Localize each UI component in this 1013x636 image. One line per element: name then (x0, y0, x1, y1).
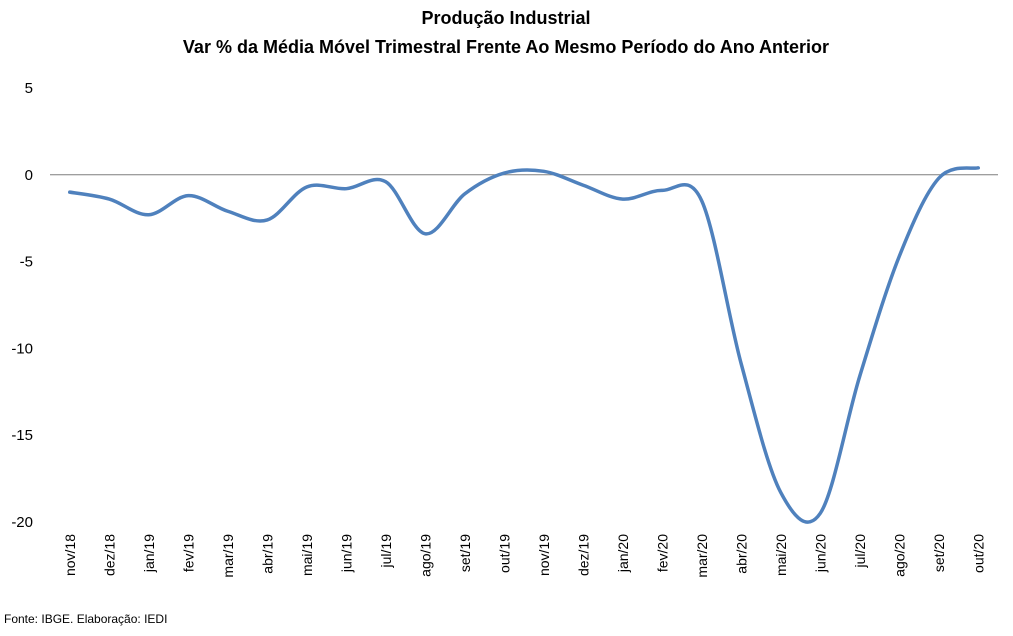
y-tick-label: 0 (25, 167, 33, 184)
x-tick-label: mai/19 (299, 534, 315, 576)
x-tick-label: set/19 (457, 534, 473, 572)
series-line (68, 166, 980, 524)
x-tick-label: jun/19 (338, 534, 354, 573)
x-tick-label: out/20 (970, 534, 986, 573)
x-tick-label: dez/18 (101, 534, 117, 576)
chart-title: Produção Industrial (421, 8, 590, 28)
x-tick-label: mar/19 (220, 534, 236, 578)
y-tick-label: 5 (25, 80, 33, 97)
x-tick-label: ago/20 (891, 534, 907, 577)
y-tick-label: -15 (11, 427, 33, 444)
x-tick-label: mar/20 (694, 534, 710, 578)
y-tick-label: -10 (11, 340, 33, 357)
x-tick-label: mai/20 (773, 534, 789, 576)
x-tick-label: nov/18 (62, 534, 78, 576)
x-tick-label: jul/20 (852, 534, 868, 569)
chart-subtitle: Var % da Média Móvel Trimestral Frente A… (183, 37, 829, 57)
x-tick-label: dez/19 (575, 534, 591, 576)
x-tick-label: jan/19 (141, 534, 157, 573)
y-tick-label: -5 (20, 254, 33, 271)
x-tick-label: abr/20 (733, 534, 749, 574)
y-tick-label: -20 (11, 514, 33, 531)
x-tick-label: abr/19 (259, 534, 275, 574)
x-tick-label: jun/20 (812, 534, 828, 573)
x-tick-label: fev/20 (654, 534, 670, 572)
x-tick-label: set/20 (931, 534, 947, 572)
x-tick-label: ago/19 (417, 534, 433, 577)
x-tick-label: jan/20 (615, 534, 631, 573)
series-group (68, 166, 980, 524)
x-tick-label: jul/19 (378, 534, 394, 569)
x-tick-label: fev/19 (180, 534, 196, 572)
x-axis: nov/18 dez/18 jan/19 fev/19 mar/19 abr/19 mai/… (62, 534, 987, 578)
y-axis: 5 0 -5 -10 -15 -20 (11, 80, 33, 531)
source-note: Fonte: IBGE. Elaboração: IEDI (4, 612, 167, 626)
x-tick-label: out/19 (496, 534, 512, 573)
x-tick-label: nov/19 (536, 534, 552, 576)
